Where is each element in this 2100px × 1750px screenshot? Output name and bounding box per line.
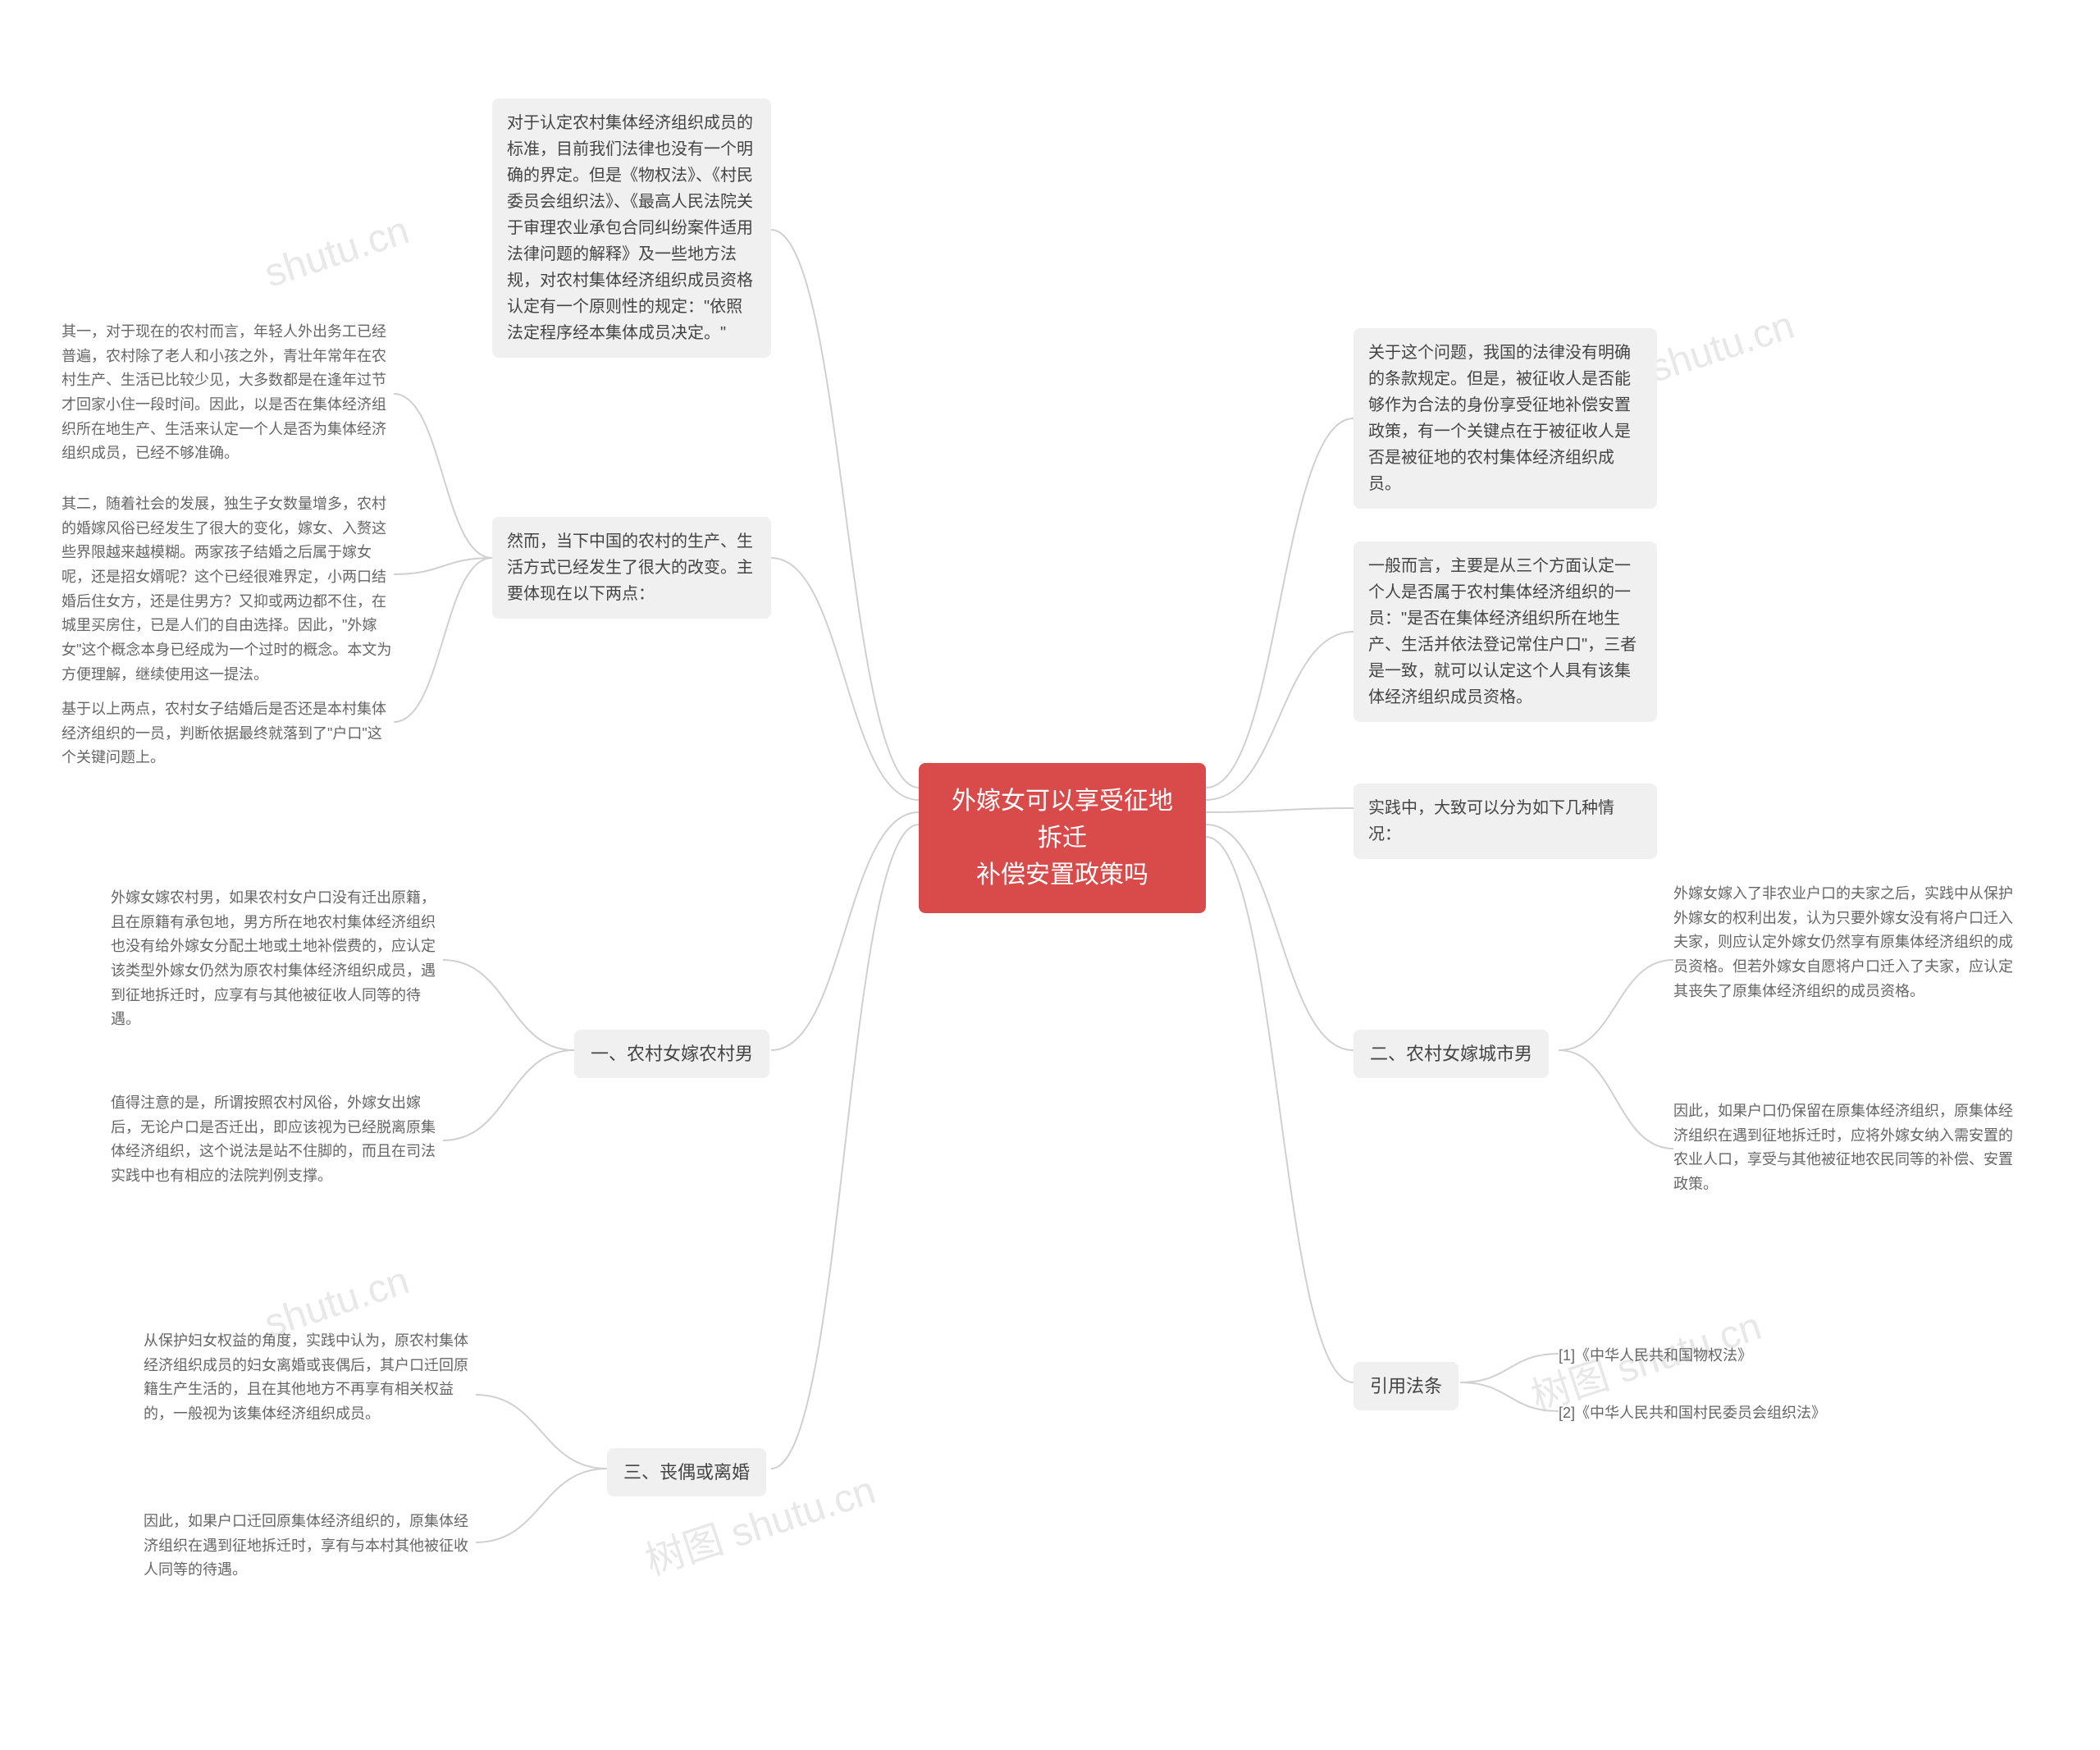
root-line2: 补偿安置政策吗 [943, 857, 1181, 893]
category-2-leaf-2: 因此，如果户口仍保留在原集体经济组织，原集体经济组织在遇到征地拆迁时，应将外嫁女… [1673, 1099, 2026, 1197]
right-node-1: 关于这个问题，我国的法律没有明确的条款规定。但是，被征收人是否能够作为合法的身份… [1354, 328, 1657, 509]
root-node: 外嫁女可以享受征地拆迁 补偿安置政策吗 [919, 763, 1206, 913]
root-line1: 外嫁女可以享受征地拆迁 [943, 783, 1181, 857]
watermark: shutu.cn [259, 208, 415, 296]
cite-1: [1]《中华人民共和国物权法》 [1559, 1344, 1887, 1368]
left-node-2: 然而，当下中国的农村的生产、生活方式已经发生了很大的改变。主要体现在以下两点： [492, 517, 771, 619]
category-1-label: 一、农村女嫁农村男 [574, 1030, 769, 1078]
category-2-label: 二、农村女嫁城市男 [1354, 1030, 1549, 1078]
left-2-leaf-3: 基于以上两点，农村女子结婚后是否还是本村集体经济组织的一员，判断依据最终就落到了… [62, 697, 394, 770]
cite-label: 引用法条 [1354, 1362, 1459, 1410]
category-2-leaf-1: 外嫁女嫁入了非农业户口的夫家之后，实践中从保护外嫁女的权利出发，认为只要外嫁女没… [1673, 882, 2026, 1003]
left-2-leaf-2: 其二，随着社会的发展，独生子女数量增多，农村的婚嫁风俗已经发生了很大的变化，嫁女… [62, 492, 394, 688]
left-2-leaf-1: 其一，对于现在的农村而言，年轻人外出务工已经普遍，农村除了老人和小孩之外，青壮年… [62, 320, 394, 466]
cite-2: [2]《中华人民共和国村民委员会组织法》 [1559, 1401, 1928, 1426]
category-3-label: 三、丧偶或离婚 [607, 1448, 766, 1496]
category-3-leaf-2: 因此，如果户口迁回原集体经济组织的，原集体经济组织在遇到征地拆迁时，享有与本村其… [144, 1510, 476, 1583]
right-node-2: 一般而言，主要是从三个方面认定一个人是否属于农村集体经济组织的一员："是否在集体… [1354, 541, 1657, 722]
right-node-3: 实践中，大致可以分为如下几种情况： [1354, 784, 1657, 859]
category-3-leaf-1: 从保护妇女权益的角度，实践中认为，原农村集体经济组织成员的妇女离婚或丧偶后，其户… [144, 1329, 476, 1427]
left-node-1: 对于认定农村集体经济组织成员的标准，目前我们法律也没有一个明确的界定。但是《物权… [492, 98, 771, 358]
category-1-leaf-2: 值得注意的是，所谓按照农村风俗，外嫁女出嫁后，无论户口是否迁出，即应该视为已经脱… [111, 1091, 443, 1189]
category-1-leaf-1: 外嫁女嫁农村男，如果农村女户口没有迁出原籍，且在原籍有承包地，男方所在地农村集体… [111, 886, 443, 1032]
